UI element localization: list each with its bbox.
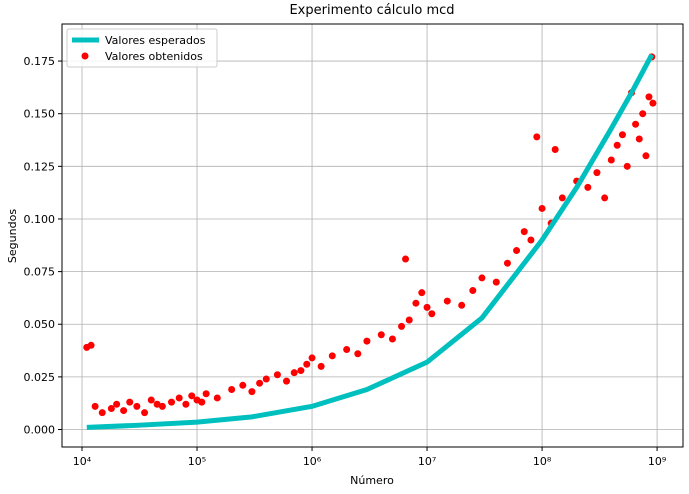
scatter-point — [618, 131, 626, 139]
scatter-point — [649, 99, 657, 107]
scatter-point — [343, 346, 351, 354]
scatter-point — [328, 352, 336, 360]
y-tick-label: 0.100 — [24, 213, 56, 226]
scatter-point — [248, 388, 256, 396]
scatter-point — [290, 369, 298, 377]
scatter-point — [478, 274, 486, 282]
scatter-point — [113, 400, 121, 408]
legend-swatch — [81, 52, 89, 60]
x-tick-label: 10⁴ — [73, 455, 92, 468]
scatter-point — [87, 341, 95, 349]
scatter-point — [607, 156, 615, 164]
scatter-point — [513, 247, 521, 255]
scatter-point — [428, 310, 436, 318]
scatter-point — [520, 228, 528, 236]
scatter-point — [363, 337, 371, 345]
scatter-point — [492, 278, 500, 286]
scatter-point — [168, 398, 176, 406]
legend-label: Valores esperados — [105, 34, 206, 47]
scatter-point — [273, 371, 281, 379]
x-tick-label: 10⁷ — [418, 455, 436, 468]
scatter-point — [202, 390, 210, 398]
y-tick-label: 0.050 — [24, 318, 56, 331]
legend-box — [66, 28, 218, 68]
x-tick-label: 10⁸ — [533, 455, 552, 468]
y-tick-label: 0.000 — [24, 424, 56, 437]
scatter-point — [303, 360, 311, 368]
scatter-point — [175, 394, 183, 402]
scatter-point — [443, 297, 451, 305]
scatter-point — [182, 400, 190, 408]
scatter-point — [158, 402, 166, 410]
scatter-point — [283, 377, 291, 385]
y-tick-label: 0.150 — [24, 108, 56, 121]
y-axis-label: Segundos — [6, 209, 19, 263]
scatter-point — [354, 350, 362, 358]
scatter-point — [228, 386, 236, 394]
scatter-point — [458, 301, 466, 309]
y-tick-label: 0.025 — [24, 371, 56, 384]
scatter-point — [632, 120, 640, 128]
scatter-point — [469, 287, 477, 295]
scatter-point — [213, 394, 221, 402]
scatter-point — [593, 169, 601, 177]
scatter-point — [188, 392, 196, 400]
scatter-point — [153, 400, 161, 408]
scatter-point — [198, 398, 206, 406]
scatter-point — [398, 322, 406, 330]
scatter-point — [412, 299, 420, 307]
scatter-point — [402, 255, 410, 263]
scatter-point — [418, 289, 426, 297]
expected-line — [86, 53, 655, 430]
scatter-point — [377, 331, 385, 339]
scatter-point — [126, 398, 134, 406]
plot-frame — [61, 23, 684, 448]
scatter-point — [141, 409, 149, 417]
scatter-point — [98, 409, 106, 417]
scatter-point — [584, 183, 592, 191]
scatter-point — [317, 362, 325, 370]
chart-title: Experimento cálculo mcd — [289, 3, 454, 18]
scatter-point — [645, 93, 653, 101]
x-tick-label: 10⁹ — [648, 455, 666, 468]
scatter-point — [133, 402, 141, 410]
scatter-point — [503, 259, 511, 267]
scatter-point — [551, 145, 559, 153]
y-tick-label: 0.125 — [24, 160, 56, 173]
scatter-point — [613, 141, 621, 149]
y-tick-label: 0.075 — [24, 266, 56, 279]
scatter-point — [423, 303, 431, 311]
x-axis-label: Número — [350, 474, 394, 487]
y-tick-label: 0.175 — [24, 55, 56, 68]
scatter-point — [623, 162, 631, 170]
scatter-point — [308, 354, 316, 362]
scatter-point — [538, 204, 546, 212]
scatter-point — [256, 379, 264, 387]
scatter-point — [239, 381, 247, 389]
scatter-point — [601, 194, 609, 202]
scatter-point — [405, 316, 413, 324]
scatter-point — [120, 407, 128, 415]
scatter-point — [107, 404, 115, 412]
scatter-point — [297, 367, 305, 375]
scatter-point — [91, 402, 99, 410]
scatter-point — [388, 335, 396, 343]
scatter-point — [533, 133, 541, 141]
scatter-point — [642, 152, 650, 160]
scatter-point — [639, 110, 647, 118]
legend-label: Valores obtenidos — [105, 50, 203, 63]
scatter-point — [527, 236, 535, 244]
scatter-point — [147, 396, 155, 404]
x-tick-label: 10⁶ — [303, 455, 322, 468]
scatter-point — [635, 135, 643, 143]
scatter-point — [262, 375, 270, 383]
scatter-point — [558, 194, 566, 202]
x-tick-label: 10⁵ — [188, 455, 206, 468]
